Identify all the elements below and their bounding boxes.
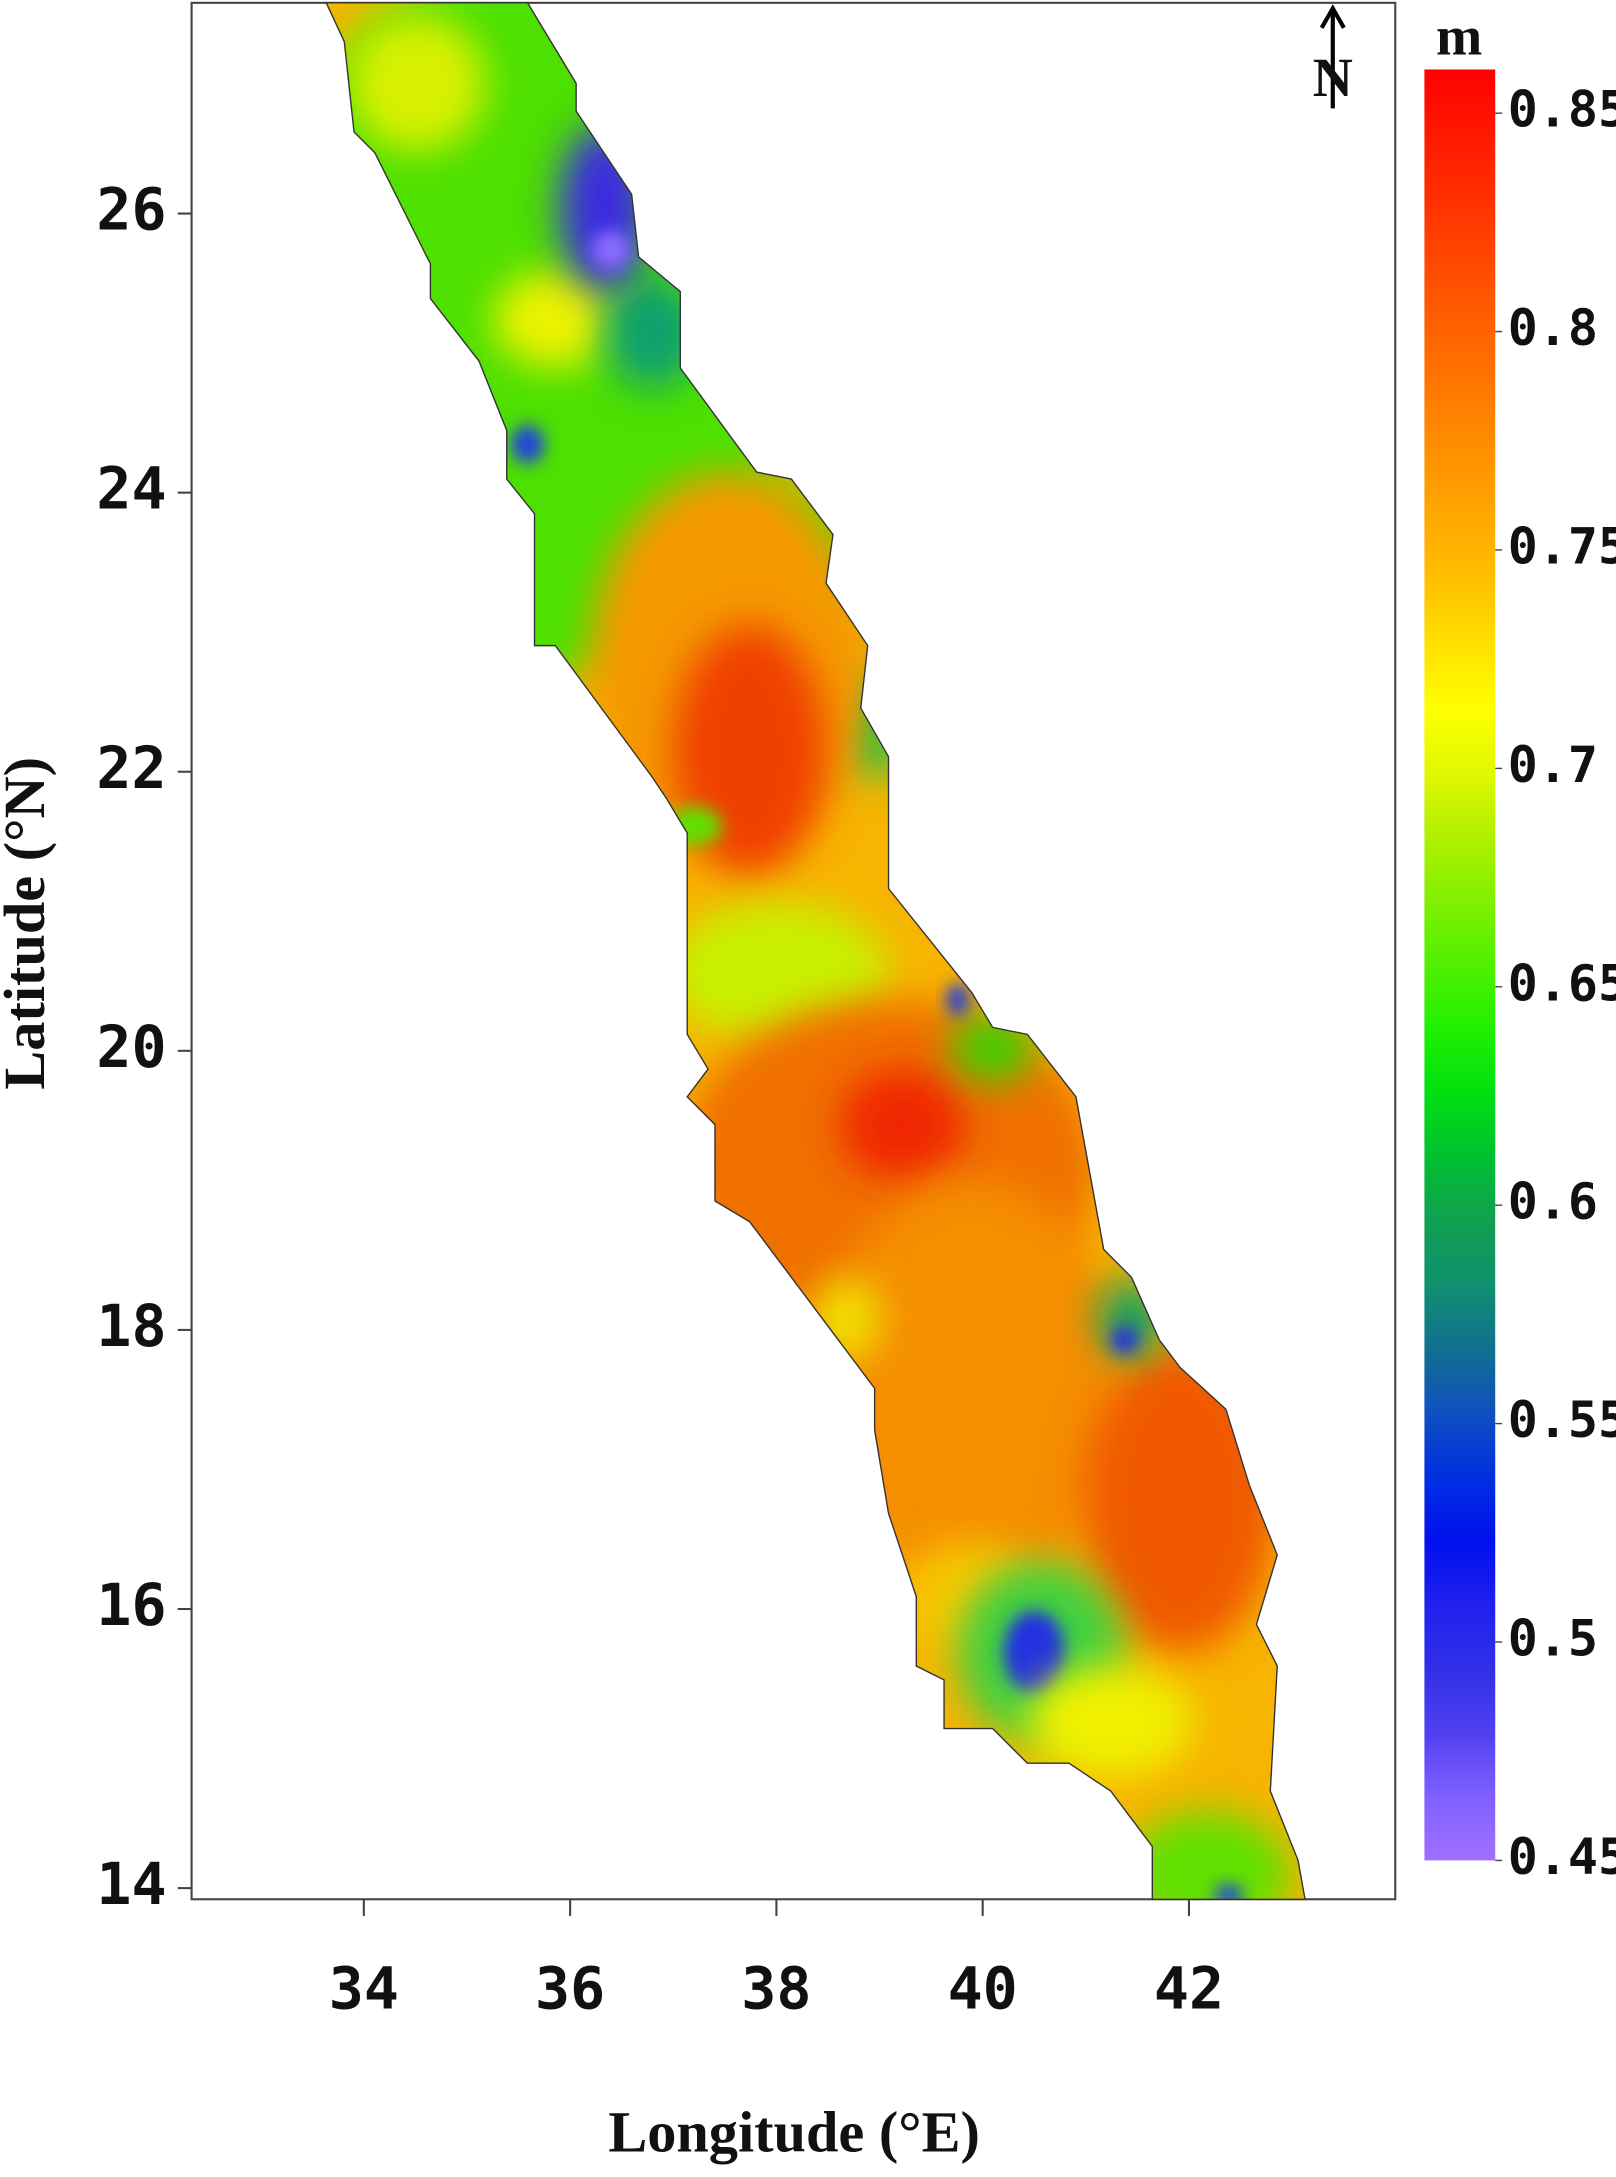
field-patch (1003, 1610, 1065, 1694)
field-patch (591, 230, 631, 270)
x-tick-label: 42 (1154, 1954, 1224, 2022)
x-tick-label: 40 (948, 1954, 1018, 2022)
x-tick-label: 38 (741, 1954, 811, 2022)
field-patch (603, 277, 702, 389)
field-patch (1027, 1666, 1194, 1778)
field-patch (1082, 1346, 1278, 1653)
field-patch (1124, 1811, 1292, 1900)
colorbar-tick-label: 0.6 (1508, 1173, 1598, 1231)
x-tick-label: 34 (329, 1954, 399, 2022)
colorbar-unit: m (1436, 6, 1482, 67)
north-label: N (1313, 48, 1353, 109)
coastline (325, 2, 1306, 1900)
y-axis-title: Latitude (°N) (0, 757, 57, 1090)
y-tick-label: 22 (96, 734, 166, 802)
x-axis-title: Longitude (°E) (608, 2099, 980, 2164)
y-tick-label: 26 (96, 176, 166, 244)
colorbar-tick-label: 0.45 (1508, 1828, 1616, 1886)
colorbar-tick-label: 0.85 (1508, 81, 1616, 139)
field-patch (347, 13, 486, 153)
colorbar-tick-label: 0.75 (1508, 517, 1616, 575)
north-arrow: N (1313, 4, 1353, 109)
y-tick-label: 20 (96, 1013, 166, 1081)
colorbar-tick-label: 0.7 (1508, 736, 1598, 794)
colorbar-tick-label: 0.5 (1508, 1609, 1598, 1667)
field-patch (1110, 1325, 1139, 1354)
y-tick-label: 14 (96, 1850, 166, 1918)
y-tick-label: 24 (96, 455, 166, 523)
colorbar-tick-label: 0.65 (1508, 954, 1616, 1012)
colorbar-tick-label: 0.8 (1508, 299, 1598, 357)
field-patch (839, 1069, 965, 1181)
field-patch (1214, 1884, 1243, 1900)
field-patch (492, 270, 618, 368)
field-patch (510, 424, 545, 464)
y-tick-label: 18 (96, 1292, 166, 1360)
field-patch (819, 1180, 1125, 1597)
colorbar (1424, 69, 1496, 1861)
field-patch (946, 982, 970, 1017)
colorbar-tick-label: 0.55 (1508, 1391, 1616, 1449)
y-tick-label: 16 (96, 1571, 166, 1639)
x-tick-label: 36 (535, 1954, 605, 2022)
